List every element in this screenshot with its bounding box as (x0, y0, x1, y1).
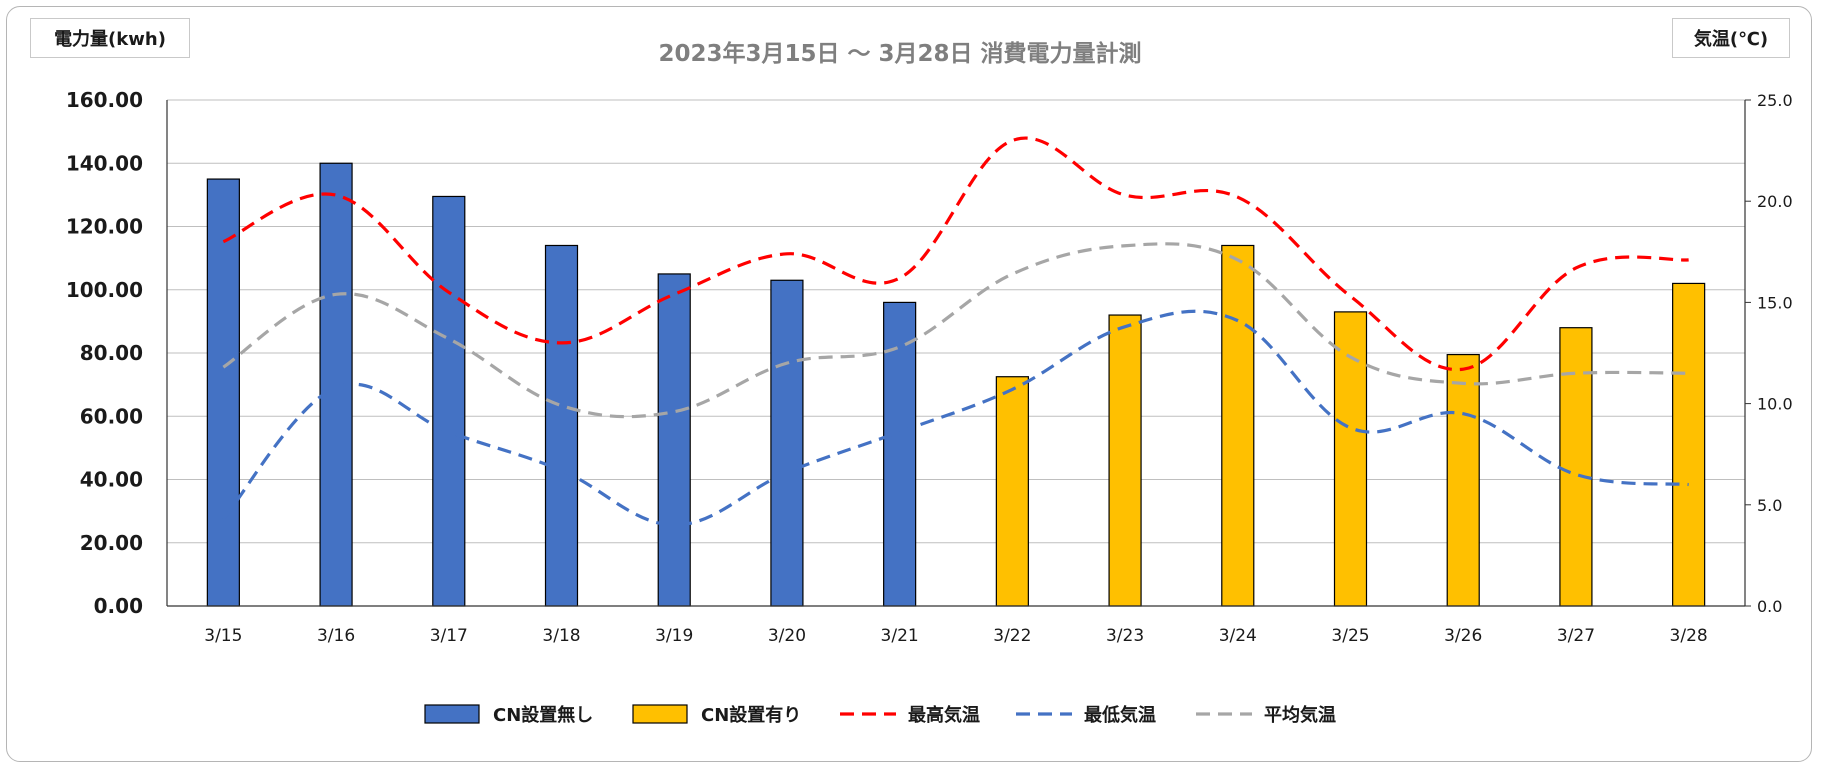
chart-title: 2023年3月15日 ～ 3月28日 消費電力量計測 (658, 41, 1142, 67)
y-tick-label: 160.00 (66, 88, 143, 112)
legend-label: CN設置無し (493, 704, 593, 726)
y2-tick-label: 10.0 (1757, 395, 1793, 414)
legend-label: 最低気温 (1084, 704, 1156, 726)
bar (1559, 327, 1593, 607)
bar (1333, 311, 1368, 607)
temperature-line (222, 136, 1689, 372)
bar (657, 273, 691, 607)
x-tick-label: 3/28 (1670, 626, 1708, 646)
bar (1108, 314, 1142, 607)
temperature-line (222, 309, 1689, 527)
bar (1221, 244, 1255, 607)
right-axis-unit-label: 気温(℃) (1672, 18, 1790, 58)
bar (206, 178, 240, 607)
legend: CN設置無し CN設置有り 最高気温 最低気温 平均気温 (424, 704, 1336, 726)
x-tick-label: 3/26 (1444, 626, 1482, 646)
legend-label: CN設置有り (701, 704, 801, 726)
temperature-line (222, 242, 1689, 419)
x-tick-label: 3/22 (993, 626, 1031, 646)
bar (883, 301, 917, 607)
bars (206, 162, 1706, 607)
x-tick-label: 3/19 (655, 626, 693, 646)
y-tick-label: 120.00 (66, 215, 143, 239)
axes: 0.00 20.00 40.00 60.00 80.00 100.00 120.00 140.… (66, 88, 1793, 646)
y-tick-label: 0.00 (94, 594, 143, 618)
legend-label: 平均気温 (1264, 704, 1336, 726)
y2-tick-label: 5.0 (1757, 496, 1782, 515)
x-tick-label: 3/21 (881, 626, 919, 646)
x-tick-label: 3/18 (542, 626, 580, 646)
bar (1672, 282, 1706, 607)
y2-tick-label: 25.0 (1757, 91, 1793, 110)
y-tick-label: 80.00 (80, 341, 143, 365)
bar (544, 244, 579, 607)
x-tick-label: 3/27 (1557, 626, 1595, 646)
bar (995, 376, 1029, 607)
x-tick-label: 3/23 (1106, 626, 1144, 646)
bar (770, 279, 804, 607)
x-tick-label: 3/15 (204, 626, 242, 646)
x-tick-label: 3/25 (1331, 626, 1369, 646)
y-tick-label: 60.00 (80, 404, 143, 428)
legend-swatch (632, 704, 688, 724)
y2-tick-label: 15.0 (1757, 293, 1793, 312)
y2-tick-label: 0.0 (1757, 597, 1782, 616)
x-tick-label: 3/20 (768, 626, 806, 646)
y-tick-label: 100.00 (66, 278, 143, 302)
y-tick-label: 140.00 (66, 151, 143, 175)
left-axis-unit-label: 電力量(kwh) (30, 18, 190, 58)
temperature-lines (222, 136, 1689, 527)
gridlines (167, 99, 1745, 607)
bar (432, 195, 466, 607)
bar (1446, 353, 1480, 607)
y-tick-label: 40.00 (80, 468, 143, 492)
y2-tick-label: 20.0 (1757, 192, 1793, 211)
legend-label: 最高気温 (908, 704, 980, 726)
legend-swatch (424, 704, 480, 724)
x-tick-label: 3/16 (317, 626, 355, 646)
y-tick-label: 20.00 (80, 531, 143, 555)
x-tick-label: 3/24 (1219, 626, 1257, 646)
x-tick-label: 3/17 (430, 626, 468, 646)
